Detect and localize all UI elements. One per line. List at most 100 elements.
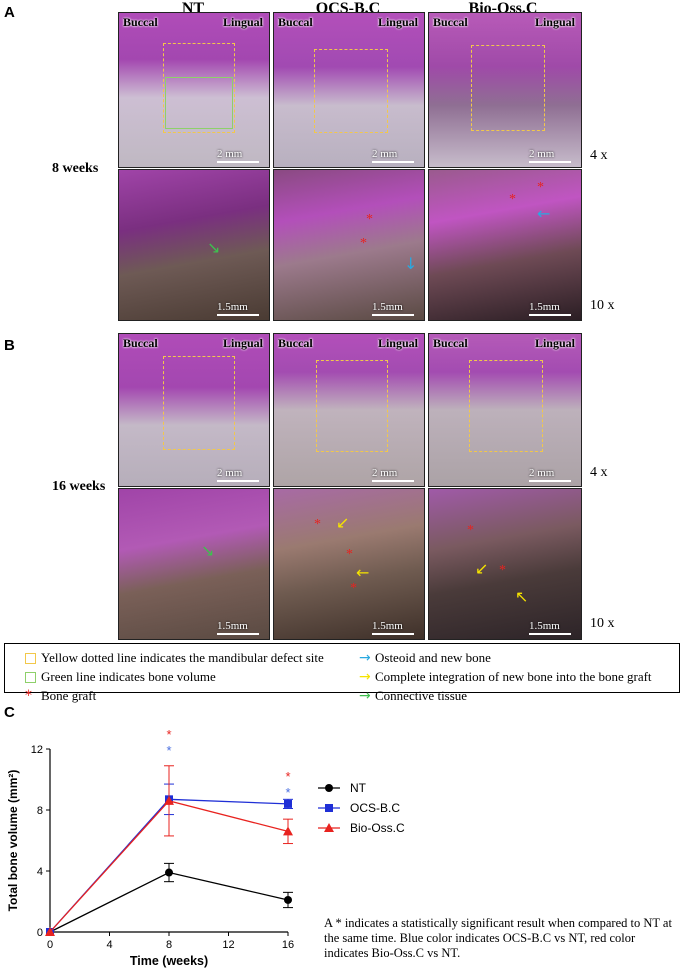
x-tick-label: 12 xyxy=(222,939,234,951)
buccal-label: Buccal xyxy=(278,15,313,29)
legend-label: NT xyxy=(350,781,367,795)
buccal-label: Buccal xyxy=(433,336,468,350)
x-tick-label: 0 xyxy=(47,939,53,951)
histology-nt-8w-10x: ↘ 1.5mm xyxy=(118,169,270,321)
legend-label: Bio-Oss.C xyxy=(350,821,405,835)
panel-letter-c: C xyxy=(4,704,15,721)
significance-asterisk: * xyxy=(166,743,171,758)
integration-arrow: ↖ xyxy=(515,587,529,606)
histology-ocs-16w-4x: Buccal Lingual 2 mm xyxy=(273,333,425,487)
y-tick-label: 0 xyxy=(37,927,43,939)
x-tick-label: 8 xyxy=(166,939,172,951)
scale-bar: 2 mm xyxy=(372,148,414,163)
histology-ocs-16w-10x: * * * ↙ ← 1.5mm xyxy=(273,488,425,640)
histology-bio-oss-16w-10x: * * ↙ ↖ 1.5mm xyxy=(428,488,582,640)
mag-label-b-low: 4 x xyxy=(590,465,608,480)
buccal-label: Buccal xyxy=(123,15,158,29)
series-marker xyxy=(325,784,333,792)
legend-text: Green line indicates bone volume xyxy=(41,669,216,684)
legend-text: Connective tissue xyxy=(375,688,468,703)
y-tick-label: 12 xyxy=(31,744,43,756)
lingual-label: Lingual xyxy=(222,15,263,29)
y-axis-label: Total bone volume (mm²) xyxy=(6,770,20,912)
bone-graft-marker: * xyxy=(509,192,516,207)
buccal-label: Buccal xyxy=(278,336,313,350)
connective-tissue-arrow: ↘ xyxy=(201,541,215,560)
significance-asterisk: * xyxy=(166,727,171,742)
integration-arrow: ← xyxy=(356,563,370,582)
legend-text: Bone graft xyxy=(41,688,97,703)
x-tick-label: 16 xyxy=(282,939,294,951)
legend-label: OCS-B.C xyxy=(350,801,400,815)
histology-bio-oss-8w-4x: Buccal Lingual 2 mm xyxy=(428,12,582,168)
legend-text: Yellow dotted line indicates the mandibu… xyxy=(41,650,324,665)
histology-nt-16w-4x: Buccal Lingual 2 mm xyxy=(118,333,270,487)
red-asterisk-icon: * xyxy=(25,688,32,704)
scale-bar: 1.5mm xyxy=(217,620,259,635)
bone-graft-marker: * xyxy=(467,523,474,538)
integration-arrow: ↙ xyxy=(336,513,350,532)
chart-axes: 0 4 8 12 0 4 8 12 16 xyxy=(31,744,294,951)
histology-ocs-8w-4x: Buccal Lingual 2 mm xyxy=(273,12,425,168)
lingual-label: Lingual xyxy=(377,336,418,350)
bone-graft-marker: * xyxy=(537,180,544,195)
y-tick-label: 4 xyxy=(37,866,43,878)
green-square-icon xyxy=(25,671,36,683)
series-marker xyxy=(325,804,333,812)
histology-ocs-8w-10x: * * ↓ 1.5mm xyxy=(273,169,425,321)
significance-asterisk: * xyxy=(285,785,290,800)
x-tick-label: 4 xyxy=(106,939,112,951)
blue-arrow-icon: → xyxy=(359,650,371,666)
scale-bar: 1.5mm xyxy=(529,301,571,316)
series-marker xyxy=(164,795,174,805)
histology-nt-8w-4x: Buccal Lingual 2 mm xyxy=(118,12,270,168)
scale-bar: 1.5mm xyxy=(217,301,259,316)
integration-arrow: ↙ xyxy=(475,559,489,578)
bone-graft-marker: * xyxy=(360,236,367,251)
scale-bar: 2 mm xyxy=(529,467,571,482)
buccal-label: Buccal xyxy=(433,15,468,29)
connective-tissue-arrow: ↘ xyxy=(207,238,221,257)
defect-site-box xyxy=(471,45,545,131)
panel-letter-a: A xyxy=(4,4,15,21)
yellow-arrow-icon: → xyxy=(359,669,371,685)
series-marker xyxy=(284,895,292,904)
panel-letter-b: B xyxy=(4,337,15,354)
bone-graft-marker: * xyxy=(499,563,506,578)
series-marker xyxy=(284,799,292,808)
osteoid-arrow: ↓ xyxy=(404,254,418,273)
yellow-square-icon xyxy=(25,652,36,664)
legend-item-bone-volume: Green line indicates bone volume xyxy=(25,669,216,685)
bone-graft-marker: * xyxy=(314,517,321,532)
legend-item-osteoid: → Osteoid and new bone xyxy=(359,650,491,666)
mag-label-a-low: 4 x xyxy=(590,148,608,163)
y-tick-label: 8 xyxy=(37,805,43,817)
defect-site-box xyxy=(163,43,235,133)
lingual-label: Lingual xyxy=(534,336,575,350)
legend-item-integration: → Complete integration of new bone into … xyxy=(359,669,652,685)
osteoid-arrow: ← xyxy=(537,204,551,223)
histology-bio-oss-16w-4x: Buccal Lingual 2 mm xyxy=(428,333,582,487)
green-arrow-icon: → xyxy=(359,688,371,704)
series-marker xyxy=(165,868,173,877)
mag-label-a-high: 10 x xyxy=(590,298,615,313)
mag-label-b-high: 10 x xyxy=(590,616,615,631)
series-marker xyxy=(45,927,55,936)
bone-graft-marker: * xyxy=(346,547,353,562)
histology-bio-oss-8w-10x: * * ← 1.5mm xyxy=(428,169,582,321)
significance-note: A * indicates a statistically significan… xyxy=(324,916,672,960)
histology-nt-16w-10x: ↘ 1.5mm xyxy=(118,488,270,640)
scale-bar: 1.5mm xyxy=(372,301,414,316)
legend-item-bone-graft: * Bone graft xyxy=(25,688,96,704)
figure-legend: Yellow dotted line indicates the mandibu… xyxy=(4,643,680,704)
lingual-label: Lingual xyxy=(222,336,263,350)
scale-bar: 2 mm xyxy=(372,467,414,482)
defect-site-box xyxy=(163,356,235,450)
defect-site-box xyxy=(316,360,388,452)
row-title-8-weeks: 8 weeks xyxy=(52,161,99,176)
defect-site-box xyxy=(314,49,388,133)
scale-bar: 2 mm xyxy=(217,467,259,482)
lingual-label: Lingual xyxy=(534,15,575,29)
bone-volume-outline xyxy=(165,77,233,129)
